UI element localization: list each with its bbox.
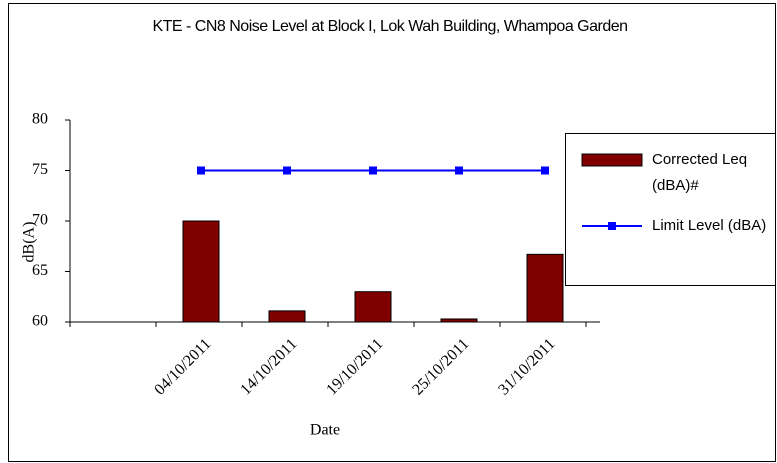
line-marker [369,166,377,175]
legend-label: Corrected Leq (dBA)# [652,151,748,194]
y-tick-label: 65 [32,262,48,279]
x-tick-label: 04/10/2011 [151,335,214,398]
legend-label: Limit Level (dBA) [652,217,767,234]
bar [526,253,564,323]
line-marker [283,166,291,175]
y-tick-label: 80 [32,111,48,128]
bar [268,310,306,323]
x-tick-label: 25/10/2011 [409,335,472,398]
y-axis-label: dB(A) [21,222,38,263]
y-tick-label: 75 [32,161,48,178]
chart-title: KTE - CN8 Noise Level at Block I, Lok Wa… [152,18,628,35]
legend-swatch-marker [608,222,616,230]
bar [354,291,392,323]
x-axis-label: Date [310,422,340,439]
legend-swatch [581,153,643,167]
line-marker [197,166,205,175]
line-marker [455,166,463,175]
bar [182,220,220,323]
y-tick-label: 60 [32,313,48,330]
bar [440,318,478,323]
line-marker [541,166,549,175]
x-tick-label: 14/10/2011 [237,335,300,398]
y-tick-label: 70 [32,212,48,229]
x-tick-label: 31/10/2011 [495,335,558,398]
x-tick-label: 19/10/2011 [323,335,386,398]
